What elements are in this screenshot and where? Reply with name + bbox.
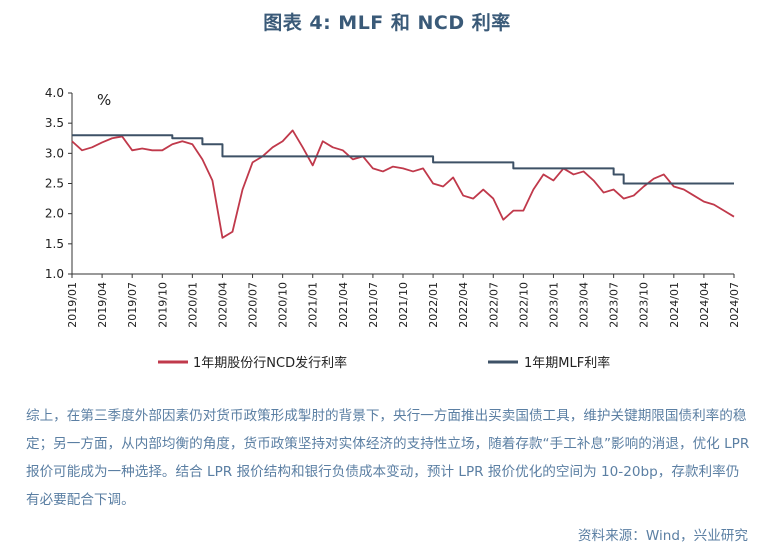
chart-title: 图表 4: MLF 和 NCD 利率 [263,12,511,34]
x-tick-label: 2020/01 [186,282,199,328]
chart-area: 4.0 3.5 3.0 2.5 2.0 1.5 1.0% 2019/01 2019/04 2019… [45,86,741,371]
axes: 4.0 3.5 3.0 2.5 2.0 1.5 1.0% 2019/01 2019/04 2019… [45,86,741,328]
x-tick-label: 2023/01 [547,282,560,328]
y-tick-label: 1.5 [45,237,64,251]
y-tick-label: 3.5 [45,116,64,130]
x-tick-label: 2022/10 [517,282,530,328]
y-tick-label: 4.0 [45,86,64,100]
x-tick-label: 2020/07 [247,282,260,328]
legend-label: 1年期MLF利率 [524,355,610,371]
y-unit-label: % [97,91,111,109]
x-tick-label: 2022/07 [487,282,500,328]
commentary-paragraph: 综上，在第三季度外部因素仍对货币政策形成掣肘的背景下，央行一方面推出买卖国债工具… [26,408,750,508]
series-layer [71,129,735,239]
mlf-series-line [72,134,734,185]
y-tick-label: 2.5 [45,177,64,191]
x-tick-label: 2024/01 [668,282,681,328]
legend-label: 1年期股份行NCD发行利率 [193,355,347,371]
x-tick-label: 2021/04 [337,282,350,328]
x-tick-label: 2019/07 [126,282,139,328]
source-note: 资料来源：Wind，兴业研究 [577,528,748,544]
x-tick-label: 2024/07 [728,282,741,328]
legend: 1年期股份行NCD发行利率 1年期MLF利率 [158,355,610,371]
x-tick-label: 2020/10 [277,282,290,328]
y-tick-label: 2.0 [45,207,64,221]
x-tick-label: 2024/04 [698,282,711,328]
ncd-series-line [71,129,735,239]
y-tick-label: 3.0 [45,146,64,160]
x-tick-label: 2023/10 [638,282,651,328]
x-tick-label: 2019/01 [66,282,79,328]
x-tick-label: 2022/01 [427,282,440,328]
x-tick-label: 2020/04 [216,282,229,328]
y-tick-label: 1.0 [45,267,64,281]
x-tick-label: 2021/01 [307,282,320,328]
x-tick-label: 2021/10 [397,282,410,328]
x-tick-label: 2019/10 [156,282,169,328]
x-tick-label: 2023/07 [608,282,621,328]
x-tick-label: 2022/04 [457,282,470,328]
x-tick-label: 2019/04 [96,282,109,328]
x-tick-label: 2023/04 [578,282,591,328]
x-tick-label: 2021/07 [367,282,380,328]
